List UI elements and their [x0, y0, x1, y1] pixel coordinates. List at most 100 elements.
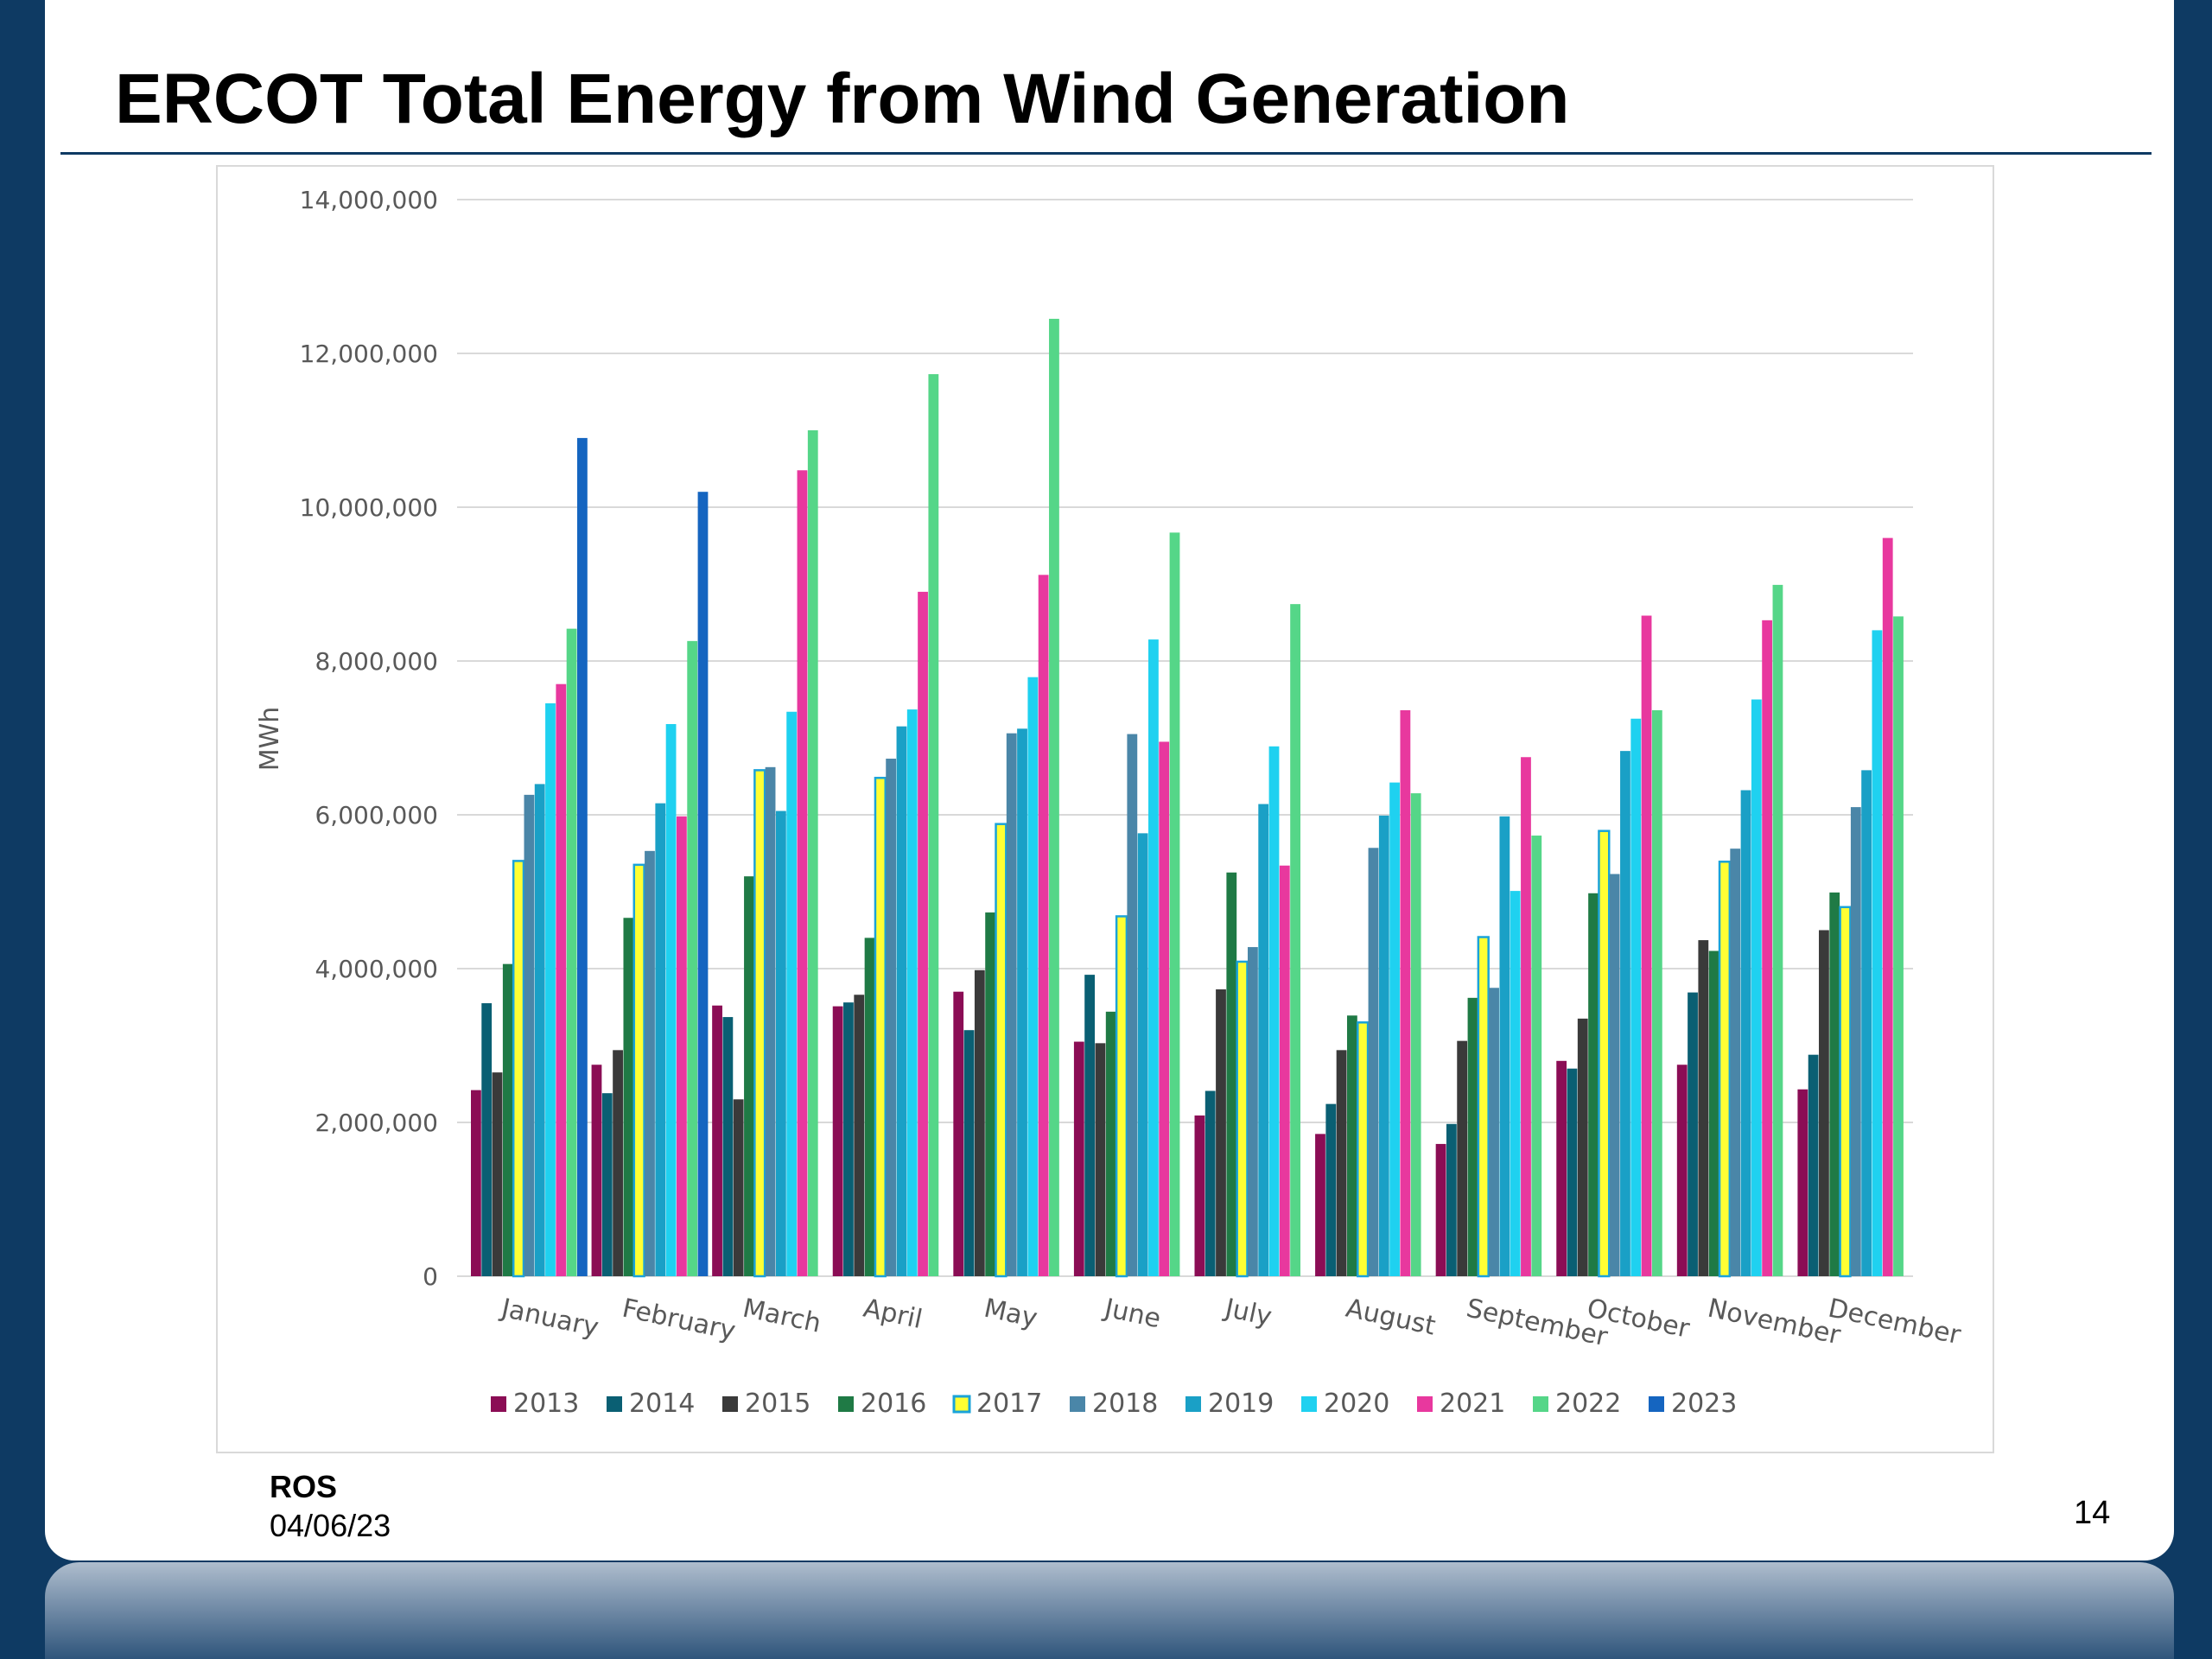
bar-2013-february	[591, 1065, 602, 1276]
bar-2017-january	[512, 860, 525, 1278]
footer-org: ROS	[270, 1469, 338, 1504]
y-tick-label: 8,000,000	[315, 647, 438, 676]
legend-swatch-2018	[1070, 1396, 1085, 1412]
bar-2020-november	[1751, 699, 1762, 1276]
chart-frame: 0 2,000,000 4,000,000 6,000,000 8,000,000 10,…	[216, 165, 1994, 1453]
legend-swatch-2023	[1649, 1396, 1664, 1412]
x-tick-label: August	[1343, 1294, 1438, 1342]
bar-2023-january	[577, 437, 588, 1276]
legend-label-2018: 2018	[1092, 1389, 1158, 1419]
y-axis-label: MWh	[255, 707, 285, 772]
bar-2019-september	[1499, 816, 1510, 1276]
bar-2021-december	[1882, 537, 1893, 1276]
legend-swatch-2014	[607, 1396, 622, 1412]
bar-2019-may	[1017, 728, 1027, 1276]
bar-2023-february	[697, 492, 709, 1276]
bar-2022-september	[1531, 836, 1542, 1276]
legend-swatch-2021	[1417, 1396, 1433, 1412]
bar-2021-may	[1038, 575, 1049, 1276]
bar-2015-august	[1336, 1050, 1347, 1276]
bar-2018-august	[1368, 848, 1379, 1276]
bar-2020-july	[1268, 746, 1280, 1276]
bar-2013-october	[1556, 1060, 1567, 1276]
bar-2016-july	[1226, 872, 1237, 1276]
bar-2017-july	[1236, 960, 1249, 1278]
bar-2021-september	[1521, 757, 1531, 1276]
bar-2020-march	[786, 711, 798, 1276]
bar-2020-october	[1630, 718, 1642, 1276]
bar-2021-november	[1762, 620, 1773, 1276]
bar-2016-march	[744, 876, 754, 1276]
bar-2015-december	[1819, 930, 1829, 1276]
legend-swatch-2019	[1185, 1396, 1201, 1412]
bar-2019-august	[1378, 815, 1389, 1276]
bar-2021-january	[556, 683, 567, 1276]
bar-2017-june	[1115, 915, 1128, 1278]
bar-2016-april	[864, 938, 875, 1276]
bar-2018-february	[645, 850, 655, 1276]
bar-2017-september	[1477, 936, 1490, 1278]
bar-2017-february	[632, 863, 645, 1278]
bar-2015-october	[1577, 1018, 1588, 1276]
x-tick-label: May	[982, 1294, 1040, 1334]
bar-2018-april	[886, 759, 897, 1276]
bar-2013-march	[712, 1005, 722, 1276]
bar-2016-june	[1105, 1011, 1116, 1276]
bar-2016-november	[1708, 950, 1719, 1276]
bar-2014-may	[963, 1030, 975, 1276]
bar-2018-march	[765, 766, 776, 1276]
bar-2019-june	[1137, 833, 1148, 1276]
bar-2013-june	[1073, 1041, 1084, 1276]
legend-label-2021: 2021	[1440, 1389, 1505, 1419]
legend-swatch-2016	[838, 1396, 854, 1412]
bar-2013-august	[1315, 1134, 1325, 1276]
bar-2017-december	[1839, 906, 1852, 1278]
bar-2019-march	[775, 810, 786, 1276]
legend-swatch-2017	[952, 1395, 971, 1414]
bar-2022-august	[1410, 793, 1421, 1276]
legend-swatch-2020	[1301, 1396, 1317, 1412]
bar-2021-october	[1641, 615, 1652, 1276]
legend-label-2013: 2013	[513, 1389, 579, 1419]
bar-2022-january	[566, 628, 577, 1276]
bar-2022-november	[1772, 584, 1783, 1276]
bar-2015-may	[974, 969, 985, 1276]
bar-2019-february	[655, 803, 666, 1276]
y-tick-label: 2,000,000	[315, 1109, 438, 1137]
bar-2015-april	[854, 995, 865, 1276]
bar-2014-march	[722, 1017, 734, 1276]
legend-label-2017: 2017	[976, 1389, 1042, 1419]
x-tick-label: March	[741, 1294, 824, 1339]
page-number: 14	[2074, 1495, 2111, 1531]
bar-2021-august	[1400, 709, 1411, 1276]
bars	[471, 318, 1904, 1278]
bar-2022-april	[928, 374, 939, 1276]
bar-2017-august	[1357, 1021, 1370, 1278]
x-tick-label: July	[1221, 1293, 1274, 1332]
y-tick-label: 10,000,000	[300, 493, 438, 522]
bar-2014-november	[1688, 992, 1698, 1276]
bar-2018-may	[1006, 733, 1017, 1276]
bar-2015-july	[1216, 989, 1226, 1276]
bar-2013-january	[471, 1090, 481, 1276]
bar-2017-may	[995, 823, 1007, 1278]
bar-2018-october	[1609, 874, 1620, 1276]
bar-2017-november	[1718, 861, 1732, 1278]
bar-2018-november	[1730, 849, 1741, 1276]
bar-2018-december	[1850, 807, 1861, 1276]
bar-2016-october	[1588, 893, 1599, 1276]
legend-label-2016: 2016	[861, 1389, 926, 1419]
bar-2015-september	[1457, 1040, 1468, 1276]
bar-2016-february	[623, 918, 634, 1276]
bar-2021-february	[676, 816, 687, 1276]
bar-2019-july	[1258, 804, 1269, 1276]
footer-date: 04/06/23	[270, 1508, 391, 1543]
bar-2014-july	[1205, 1090, 1216, 1276]
bar-2017-october	[1598, 830, 1611, 1278]
bar-2019-december	[1861, 770, 1872, 1276]
bar-2014-october	[1567, 1068, 1578, 1276]
bar-2014-september	[1446, 1123, 1457, 1276]
bar-2022-june	[1169, 532, 1180, 1276]
bar-2013-december	[1797, 1089, 1808, 1276]
x-tick-label: February	[620, 1294, 738, 1347]
